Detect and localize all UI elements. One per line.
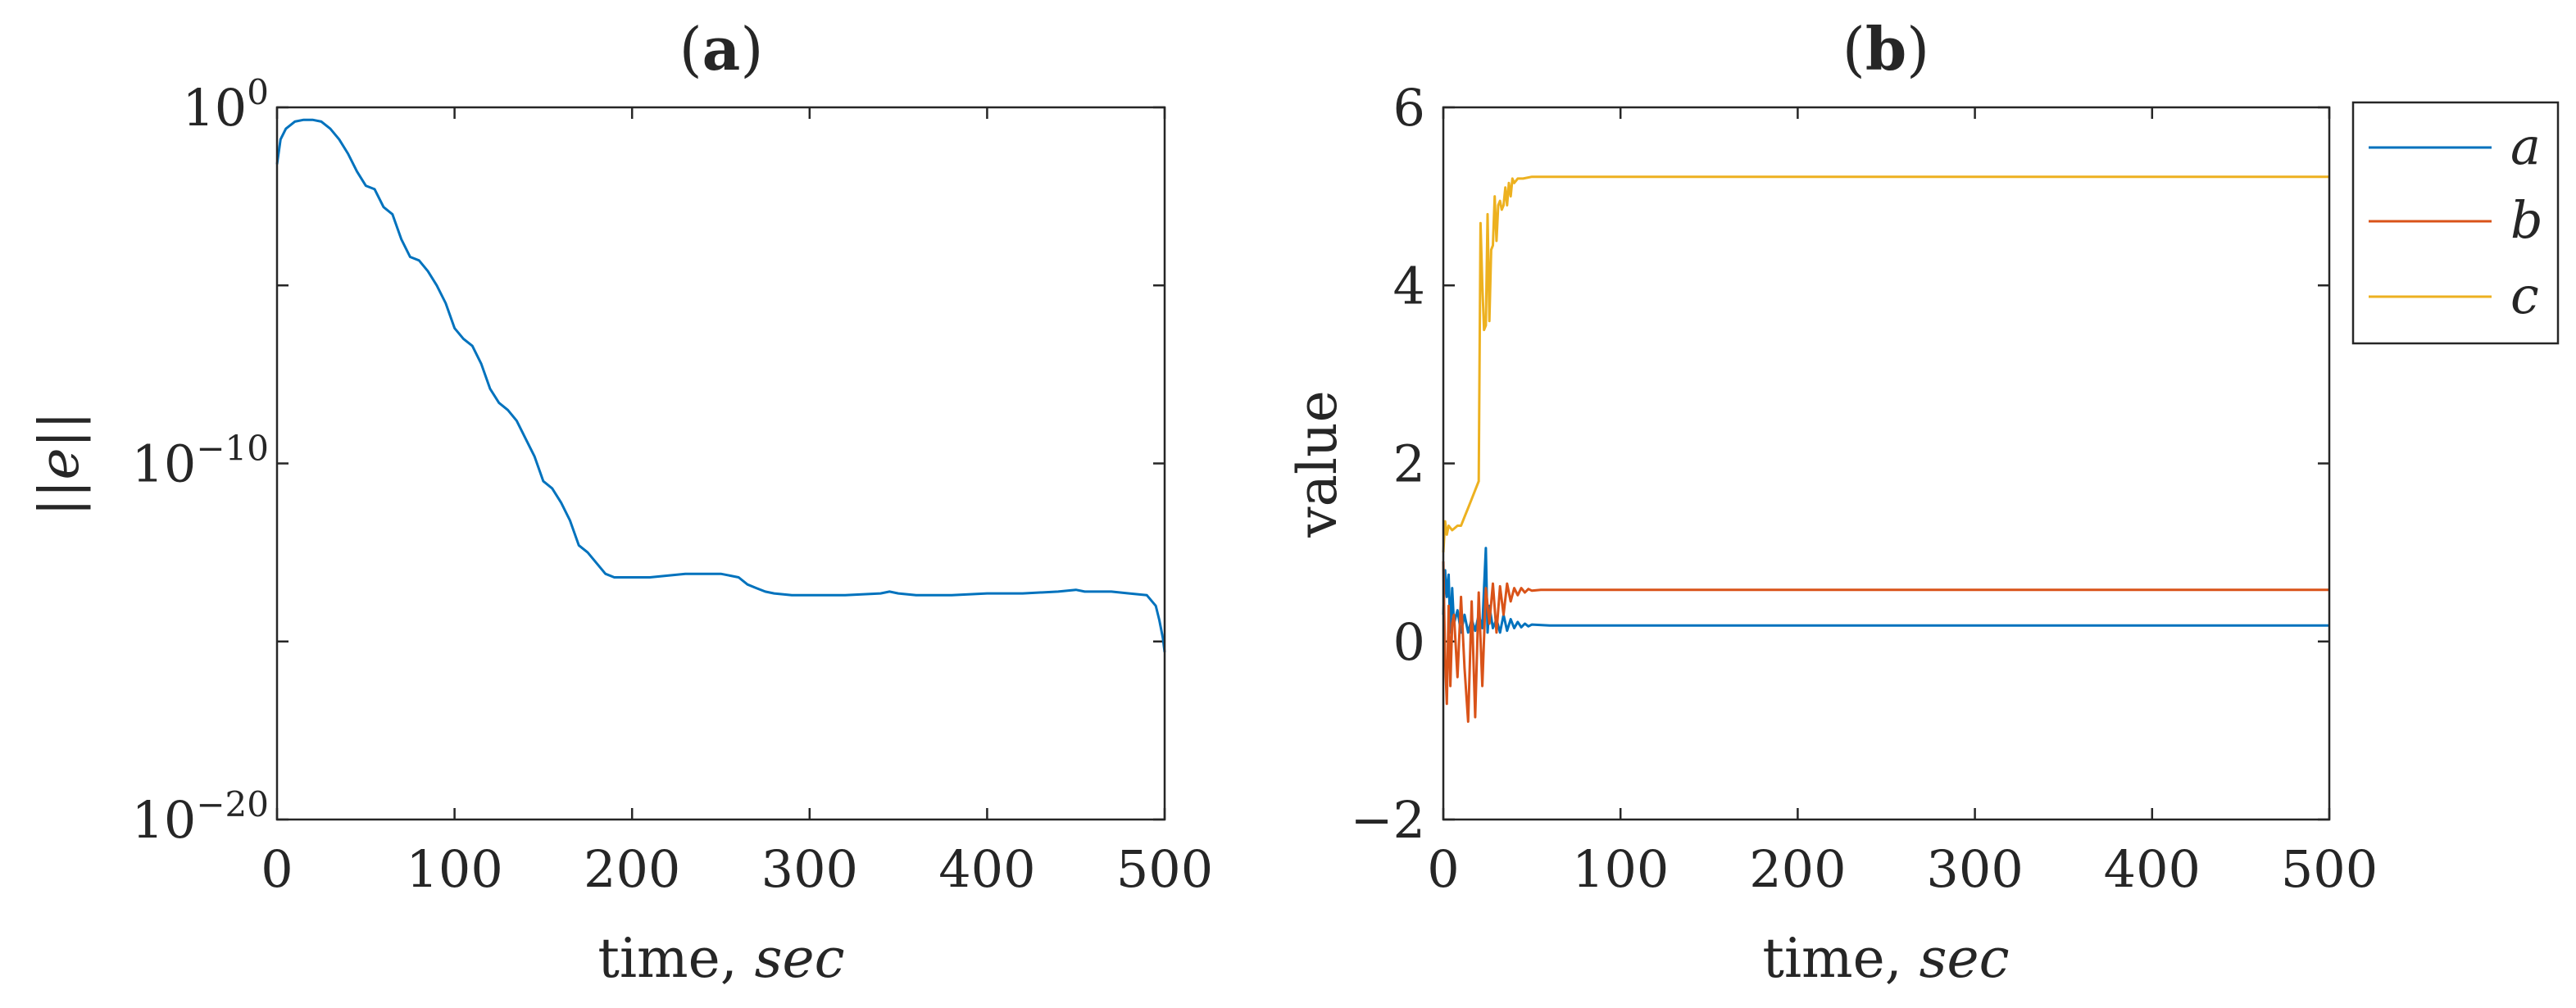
panel-b-legend: a b c [2351,101,2560,345]
panel-a-xtick-label: 300 [761,839,858,899]
legend-label-a: a [2510,116,2541,176]
panel-b-ytick-label: 0 [1393,612,1425,672]
panel-b-ylabel: value [1286,390,1349,538]
panel-a-ytick-label: 10−10 [131,429,269,494]
panel-a-xtick-label: 100 [406,839,502,899]
panel-a: (a) 0 100 200 300 400 500 10−20 10−10 10… [28,14,1213,990]
panel-a-ticks [275,106,1166,821]
panel-b-xtick-label: 400 [2104,839,2201,899]
panel-b-ticks [1442,106,2331,821]
panel-b-xtick-label: 0 [1427,839,1459,899]
panel-a-ytick-label: 100 [182,72,269,138]
panel-b: (b) 0 100 200 300 400 500 −2 0 2 4 6 tim… [1286,14,2560,990]
panel-b-xtick-label: 200 [1749,839,1846,899]
panel-a-xlabel: time, sec [597,927,844,990]
panel-a-xtick-label: 200 [584,839,680,899]
panel-a-ylabel: ||e|| [28,411,91,516]
legend-label-c: c [2510,266,2539,325]
series-line-error-norm [275,118,1166,652]
panel-a-xtick-label: 0 [261,839,293,899]
panel-a-xtick-labels: 0 100 200 300 400 500 [261,839,1213,899]
panel-b-series [1442,175,2329,723]
panel-a-axes-box [275,106,1166,821]
panel-a-xtick-label: 500 [1116,839,1213,899]
panel-b-xlabel: time, sec [1762,927,2009,990]
panel-b-xtick-labels: 0 100 200 300 400 500 [1427,839,2378,899]
panel-b-ytick-label: 2 [1393,434,1425,494]
panel-b-xtick-label: 100 [1572,839,1669,899]
panel-b-xtick-label: 500 [2281,839,2378,899]
panel-b-title: (b) [1842,14,1930,84]
panel-a-series [275,118,1166,652]
legend-box [2351,101,2560,345]
panel-a-title: (a) [679,14,764,84]
panel-b-axes-box [1442,106,2331,821]
panel-b-ytick-label: 6 [1393,78,1425,138]
panel-b-ytick-labels: −2 0 2 4 6 [1351,78,1425,850]
panel-b-ytick-label: 4 [1393,256,1425,316]
panel-a-ytick-labels: 10−20 10−10 100 [131,72,269,850]
panel-b-xtick-label: 300 [1926,839,2023,899]
panel-a-ytick-label: 10−20 [131,784,269,850]
panel-a-xtick-label: 400 [938,839,1035,899]
panel-b-ytick-label: −2 [1351,790,1425,850]
legend-label-b: b [2510,190,2543,250]
series-line-c [1442,175,2329,553]
series-line-b [1442,561,2329,723]
